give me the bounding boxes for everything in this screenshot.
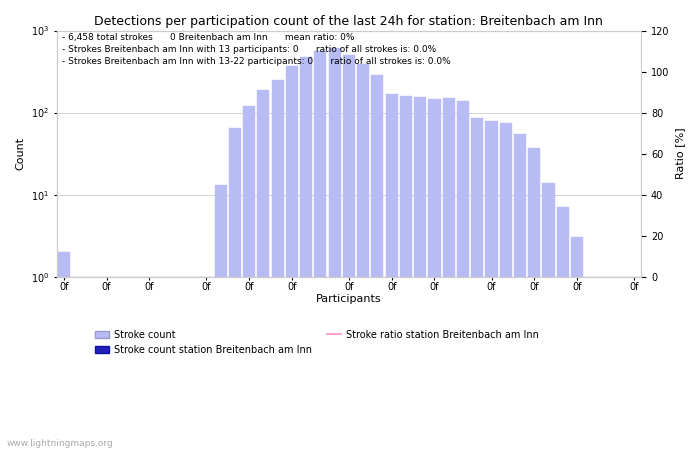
Bar [115, 277, 127, 450]
Bar [258, 90, 270, 450]
Bar [457, 101, 469, 450]
Bar [400, 96, 412, 450]
Bar [556, 207, 569, 450]
Bar [614, 277, 626, 450]
X-axis label: Participants: Participants [316, 293, 382, 304]
Text: www.lightningmaps.org: www.lightningmaps.org [7, 439, 113, 448]
Y-axis label: Count: Count [15, 137, 25, 170]
Bar [442, 98, 455, 450]
Bar [514, 134, 526, 450]
Bar [528, 148, 540, 450]
Bar [628, 277, 640, 450]
Legend: Stroke count, Stroke count station Breitenbach am Inn, Stroke ratio station Brei: Stroke count, Stroke count station Breit… [91, 326, 542, 358]
Bar [414, 97, 426, 450]
Bar [129, 277, 141, 450]
Bar [100, 277, 113, 450]
Bar [471, 118, 483, 450]
Bar [314, 51, 326, 450]
Bar [485, 121, 498, 450]
Bar [328, 48, 341, 450]
Bar [300, 58, 312, 450]
Bar [428, 99, 440, 450]
Bar [571, 238, 583, 450]
Bar [599, 277, 612, 450]
Bar [186, 277, 198, 450]
Bar [272, 80, 284, 450]
Bar [172, 277, 184, 450]
Bar [229, 128, 241, 450]
Bar [343, 55, 355, 450]
Bar [286, 66, 298, 450]
Bar [585, 277, 597, 450]
Bar [144, 277, 155, 450]
Bar [86, 277, 98, 450]
Bar [243, 106, 256, 450]
Y-axis label: Ratio [%]: Ratio [%] [675, 128, 685, 180]
Bar [357, 64, 369, 450]
Bar [214, 185, 227, 450]
Bar [57, 252, 70, 450]
Text: - 6,458 total strokes      0 Breitenbach am Inn      mean ratio: 0%
- Strokes Br: - 6,458 total strokes 0 Breitenbach am I… [62, 33, 452, 66]
Bar [200, 277, 212, 450]
Bar [72, 277, 84, 450]
Bar [372, 75, 384, 450]
Bar [386, 94, 398, 450]
Bar [158, 277, 169, 450]
Title: Detections per participation count of the last 24h for station: Breitenbach am I: Detections per participation count of th… [94, 15, 603, 28]
Bar [500, 123, 512, 450]
Bar [542, 183, 554, 450]
